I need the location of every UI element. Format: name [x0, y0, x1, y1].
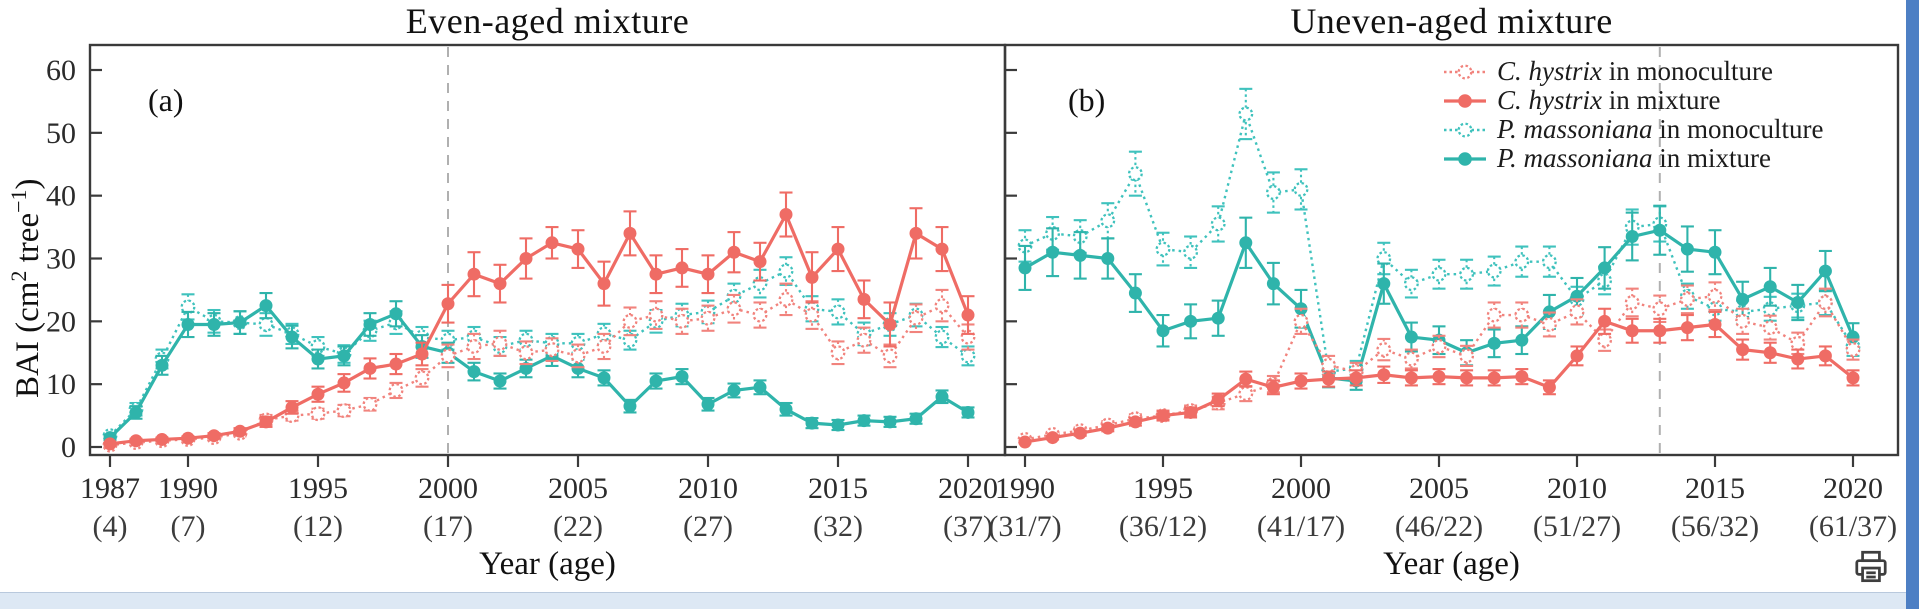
x-tick-age: (61/37)	[1809, 510, 1897, 543]
panel-frame	[88, 43, 1007, 457]
panel-b-label: (b)	[1068, 82, 1106, 118]
x-tick-age: (56/32)	[1671, 510, 1759, 543]
x-tick-age: (31/7)	[988, 510, 1061, 543]
x-tick-age: (41/17)	[1257, 510, 1345, 543]
x-tick-year: 2010	[678, 472, 738, 505]
x-tick-year: 2020	[1823, 472, 1883, 505]
series-c-hystrix-in-mixture	[1018, 307, 1860, 449]
x-tick-age: (51/27)	[1533, 510, 1621, 543]
x-tick-age: (12)	[293, 510, 343, 543]
x-tick-year: 1990	[995, 472, 1055, 505]
y-tick-label: 60	[46, 54, 76, 87]
printer-icon[interactable]	[1851, 547, 1891, 587]
panel-frame	[1003, 43, 1900, 457]
x-tick-year: 2015	[808, 472, 868, 505]
window-bottom-strip	[0, 592, 1906, 609]
window-right-edge[interactable]	[1906, 0, 1919, 609]
open-circle-marker-icon	[1444, 64, 1486, 79]
x-axis-label-a: Year (age)	[479, 546, 616, 582]
x-tick-year: 2000	[418, 472, 478, 505]
x-tick-year: 1995	[1133, 472, 1193, 505]
x-tick-age: (27)	[683, 510, 733, 543]
x-tick-age: (17)	[423, 510, 473, 543]
x-tick-year: 1990	[158, 472, 218, 505]
x-tick-year: 2010	[1547, 472, 1607, 505]
legend-item-p-massoniana-in-monoculture: P. massoniana in monoculture	[1442, 114, 1902, 144]
y-tick-label: 30	[46, 243, 76, 276]
x-tick-year: 2020	[938, 472, 998, 505]
x-tick-year: 2005	[1409, 472, 1469, 505]
legend-label: C. hystrix in mixture	[1497, 85, 1721, 115]
legend-item-c-hystrix-in-monoculture: C. hystrix in monoculture	[1442, 56, 1902, 86]
x-tick-age: (4)	[93, 510, 128, 543]
filled-circle-marker-icon	[1444, 151, 1486, 166]
y-tick-label: 40	[46, 180, 76, 213]
series-c-hystrix-in-mixture	[103, 191, 975, 451]
x-tick-year: 2015	[1685, 472, 1745, 505]
legend-label: P. massoniana in monoculture	[1497, 114, 1824, 144]
legend-label: P. massoniana in mixture	[1497, 143, 1772, 173]
panel-a-title: Even-aged mixture	[405, 1, 690, 41]
y-tick-label: 10	[46, 368, 76, 401]
legend-item-p-massoniana-in-mixture: P. massoniana in mixture	[1442, 143, 1902, 173]
x-axis-label-b: Year (age)	[1383, 546, 1520, 582]
x-tick-age: (32)	[813, 510, 863, 543]
legend-item-c-hystrix-in-mixture: C. hystrix in mixture	[1442, 85, 1902, 115]
series-p-massoniana-in-mixture	[103, 292, 975, 445]
panel-(a): 0 10 20 30 40 50 60 1987 (4) 1990 (7) 1995 (12) 2000 (…	[46, 43, 1007, 543]
panel-b-title: Uneven-aged mixture	[1290, 1, 1613, 41]
x-tick-year: 2000	[1271, 472, 1331, 505]
y-tick-label: 0	[61, 431, 76, 464]
x-tick-age: (36/12)	[1119, 510, 1207, 543]
x-tick-age: (46/22)	[1395, 510, 1483, 543]
x-tick-age: (7)	[171, 510, 206, 543]
x-tick-year: 1995	[288, 472, 348, 505]
bai-chart: 0 10 20 30 40 50 60 1987 (4) 1990 (7) 1995 (12) 2000 (…	[46, 43, 1900, 543]
y-tick-label: 20	[46, 305, 76, 338]
legend-label: C. hystrix in monoculture	[1497, 56, 1773, 86]
chart-legend: C. hystrix in monoculture C. hystrix in m…	[1442, 56, 1902, 173]
panel-(b): 1990 (31/7) 1995 (36/12) 2000 (41/17) 2005 (46/…	[988, 43, 1900, 543]
y-tick-label: 50	[46, 117, 76, 150]
panel-a-label: (a)	[148, 82, 184, 118]
x-tick-year: 1987	[80, 472, 140, 505]
x-tick-year: 2005	[548, 472, 608, 505]
open-circle-marker-icon	[1444, 122, 1486, 137]
series-p-massoniana-in-mixture	[1018, 204, 1860, 391]
filled-circle-marker-icon	[1444, 93, 1486, 108]
x-tick-age: (37)	[943, 510, 993, 543]
x-tick-age: (22)	[553, 510, 603, 543]
